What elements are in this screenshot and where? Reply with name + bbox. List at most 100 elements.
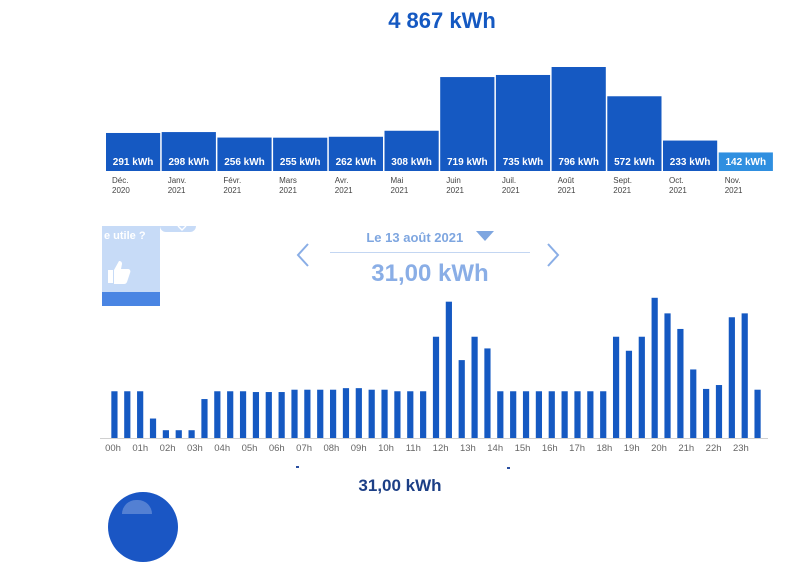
hour-tick-label: 19h bbox=[624, 443, 640, 454]
hour-bar[interactable] bbox=[278, 392, 285, 438]
month-bar-label: 572 kWh bbox=[614, 157, 655, 168]
hour-bar[interactable] bbox=[728, 317, 735, 438]
hour-bar[interactable] bbox=[535, 391, 543, 438]
caret-down-icon[interactable] bbox=[475, 228, 494, 246]
hour-bar[interactable] bbox=[600, 391, 607, 438]
hour-bar[interactable] bbox=[754, 389, 761, 438]
month-bar-label: 256 kWh bbox=[224, 157, 265, 168]
hour-bar[interactable] bbox=[510, 391, 517, 438]
month-bar[interactable] bbox=[495, 74, 551, 171]
divider-mark bbox=[296, 466, 299, 468]
hour-bar[interactable] bbox=[329, 389, 337, 438]
hour-bar[interactable] bbox=[214, 391, 221, 438]
month-bar[interactable] bbox=[161, 132, 216, 171]
hour-bar[interactable] bbox=[587, 391, 594, 438]
hour-tick-label: 23h bbox=[733, 443, 749, 454]
chevron-left-icon[interactable] bbox=[296, 242, 310, 273]
hour-bar[interactable] bbox=[355, 388, 362, 438]
hour-bar[interactable] bbox=[317, 389, 324, 438]
hour-bar[interactable] bbox=[252, 392, 260, 438]
hour-bar[interactable] bbox=[407, 391, 414, 438]
month-bar[interactable] bbox=[217, 137, 272, 171]
hour-bar[interactable] bbox=[291, 389, 298, 438]
feedback-card-footer bbox=[102, 292, 160, 306]
hour-bar[interactable] bbox=[162, 430, 169, 438]
hour-bar[interactable] bbox=[342, 388, 350, 438]
bottom-total: 31,00 kWh bbox=[358, 476, 442, 495]
thumbs-up-icon[interactable] bbox=[104, 258, 134, 291]
hour-bar[interactable] bbox=[265, 392, 272, 438]
hour-bar[interactable] bbox=[149, 418, 157, 438]
hour-tick-label: 00h bbox=[105, 443, 121, 454]
month-bar-label: 308 kWh bbox=[391, 157, 432, 168]
hour-bar[interactable] bbox=[432, 336, 440, 438]
month-bar[interactable] bbox=[551, 67, 606, 171]
hour-bar[interactable] bbox=[175, 430, 182, 438]
hour-bar[interactable] bbox=[471, 336, 478, 438]
hour-tick-label: 20h bbox=[651, 443, 667, 454]
hour-bar[interactable] bbox=[137, 391, 144, 438]
date-divider bbox=[330, 252, 530, 253]
hour-bar[interactable] bbox=[548, 391, 555, 438]
hour-tick-label: 13h bbox=[460, 443, 476, 454]
hour-bar[interactable] bbox=[561, 391, 568, 438]
feedback-close-icon[interactable] bbox=[172, 226, 192, 232]
hour-bar[interactable] bbox=[484, 348, 491, 438]
date-selector[interactable]: Le 13 août 2021 bbox=[330, 228, 530, 246]
hour-bar[interactable] bbox=[420, 391, 427, 438]
chevron-right-icon[interactable] bbox=[546, 242, 560, 273]
month-tick-label: Nov. bbox=[725, 176, 741, 185]
month-tick-year: 2021 bbox=[669, 186, 687, 195]
month-bar[interactable] bbox=[273, 137, 328, 171]
hour-bar[interactable] bbox=[677, 328, 684, 438]
month-bar[interactable] bbox=[663, 140, 718, 171]
hour-bar[interactable] bbox=[445, 301, 452, 438]
hour-bar[interactable] bbox=[741, 313, 748, 438]
month-bar[interactable] bbox=[106, 132, 161, 171]
hour-bar[interactable] bbox=[188, 430, 195, 438]
hour-bar[interactable] bbox=[612, 336, 620, 438]
hour-bar[interactable] bbox=[227, 391, 234, 438]
hour-bar[interactable] bbox=[458, 360, 465, 438]
month-tick-year: 2021 bbox=[391, 186, 409, 195]
month-bar[interactable] bbox=[718, 152, 773, 171]
period-total: 4 867 kWh bbox=[388, 8, 496, 33]
month-bar[interactable] bbox=[607, 96, 662, 171]
month-bar[interactable] bbox=[440, 77, 495, 171]
month-bar-label: 735 kWh bbox=[503, 157, 544, 168]
month-tick-label: Juin bbox=[446, 176, 461, 185]
hour-bar[interactable] bbox=[304, 389, 311, 438]
month-bar-label: 291 kWh bbox=[113, 157, 154, 168]
hour-tick-label: 16h bbox=[542, 443, 558, 454]
hour-bar[interactable] bbox=[664, 313, 671, 438]
hour-tick-label: 06h bbox=[269, 443, 285, 454]
feedback-card[interactable]: e utile ? bbox=[102, 226, 160, 306]
month-tick-year: 2021 bbox=[725, 186, 743, 195]
hour-bar[interactable] bbox=[715, 385, 723, 438]
month-bar-label: 262 kWh bbox=[336, 157, 377, 168]
hour-tick-label: 22h bbox=[706, 443, 722, 454]
month-tick-label: Sept. bbox=[613, 176, 632, 185]
month-tick-label: Juil. bbox=[502, 176, 516, 185]
hour-bar[interactable] bbox=[201, 399, 208, 438]
hour-bar[interactable] bbox=[638, 336, 645, 438]
hour-bar[interactable] bbox=[522, 391, 530, 438]
hour-bar[interactable] bbox=[368, 389, 375, 438]
hour-bar[interactable] bbox=[381, 389, 388, 438]
month-bar[interactable] bbox=[328, 136, 383, 171]
hour-bar[interactable] bbox=[394, 391, 401, 438]
hour-bar[interactable] bbox=[703, 388, 710, 438]
hour-bar[interactable] bbox=[239, 391, 247, 438]
hour-bar[interactable] bbox=[625, 350, 633, 438]
month-bar-label: 255 kWh bbox=[280, 157, 321, 168]
selected-date[interactable]: Le 13 août 2021 bbox=[366, 229, 464, 245]
hour-bar[interactable] bbox=[651, 297, 658, 438]
hour-bar[interactable] bbox=[124, 391, 131, 438]
month-bar[interactable] bbox=[384, 130, 439, 171]
hour-bar[interactable] bbox=[111, 391, 118, 438]
month-tick-label: Avr. bbox=[335, 176, 349, 185]
month-bar-label: 233 kWh bbox=[670, 157, 711, 168]
hour-bar[interactable] bbox=[574, 391, 581, 438]
hour-bar[interactable] bbox=[690, 369, 697, 438]
hour-bar[interactable] bbox=[497, 391, 504, 438]
